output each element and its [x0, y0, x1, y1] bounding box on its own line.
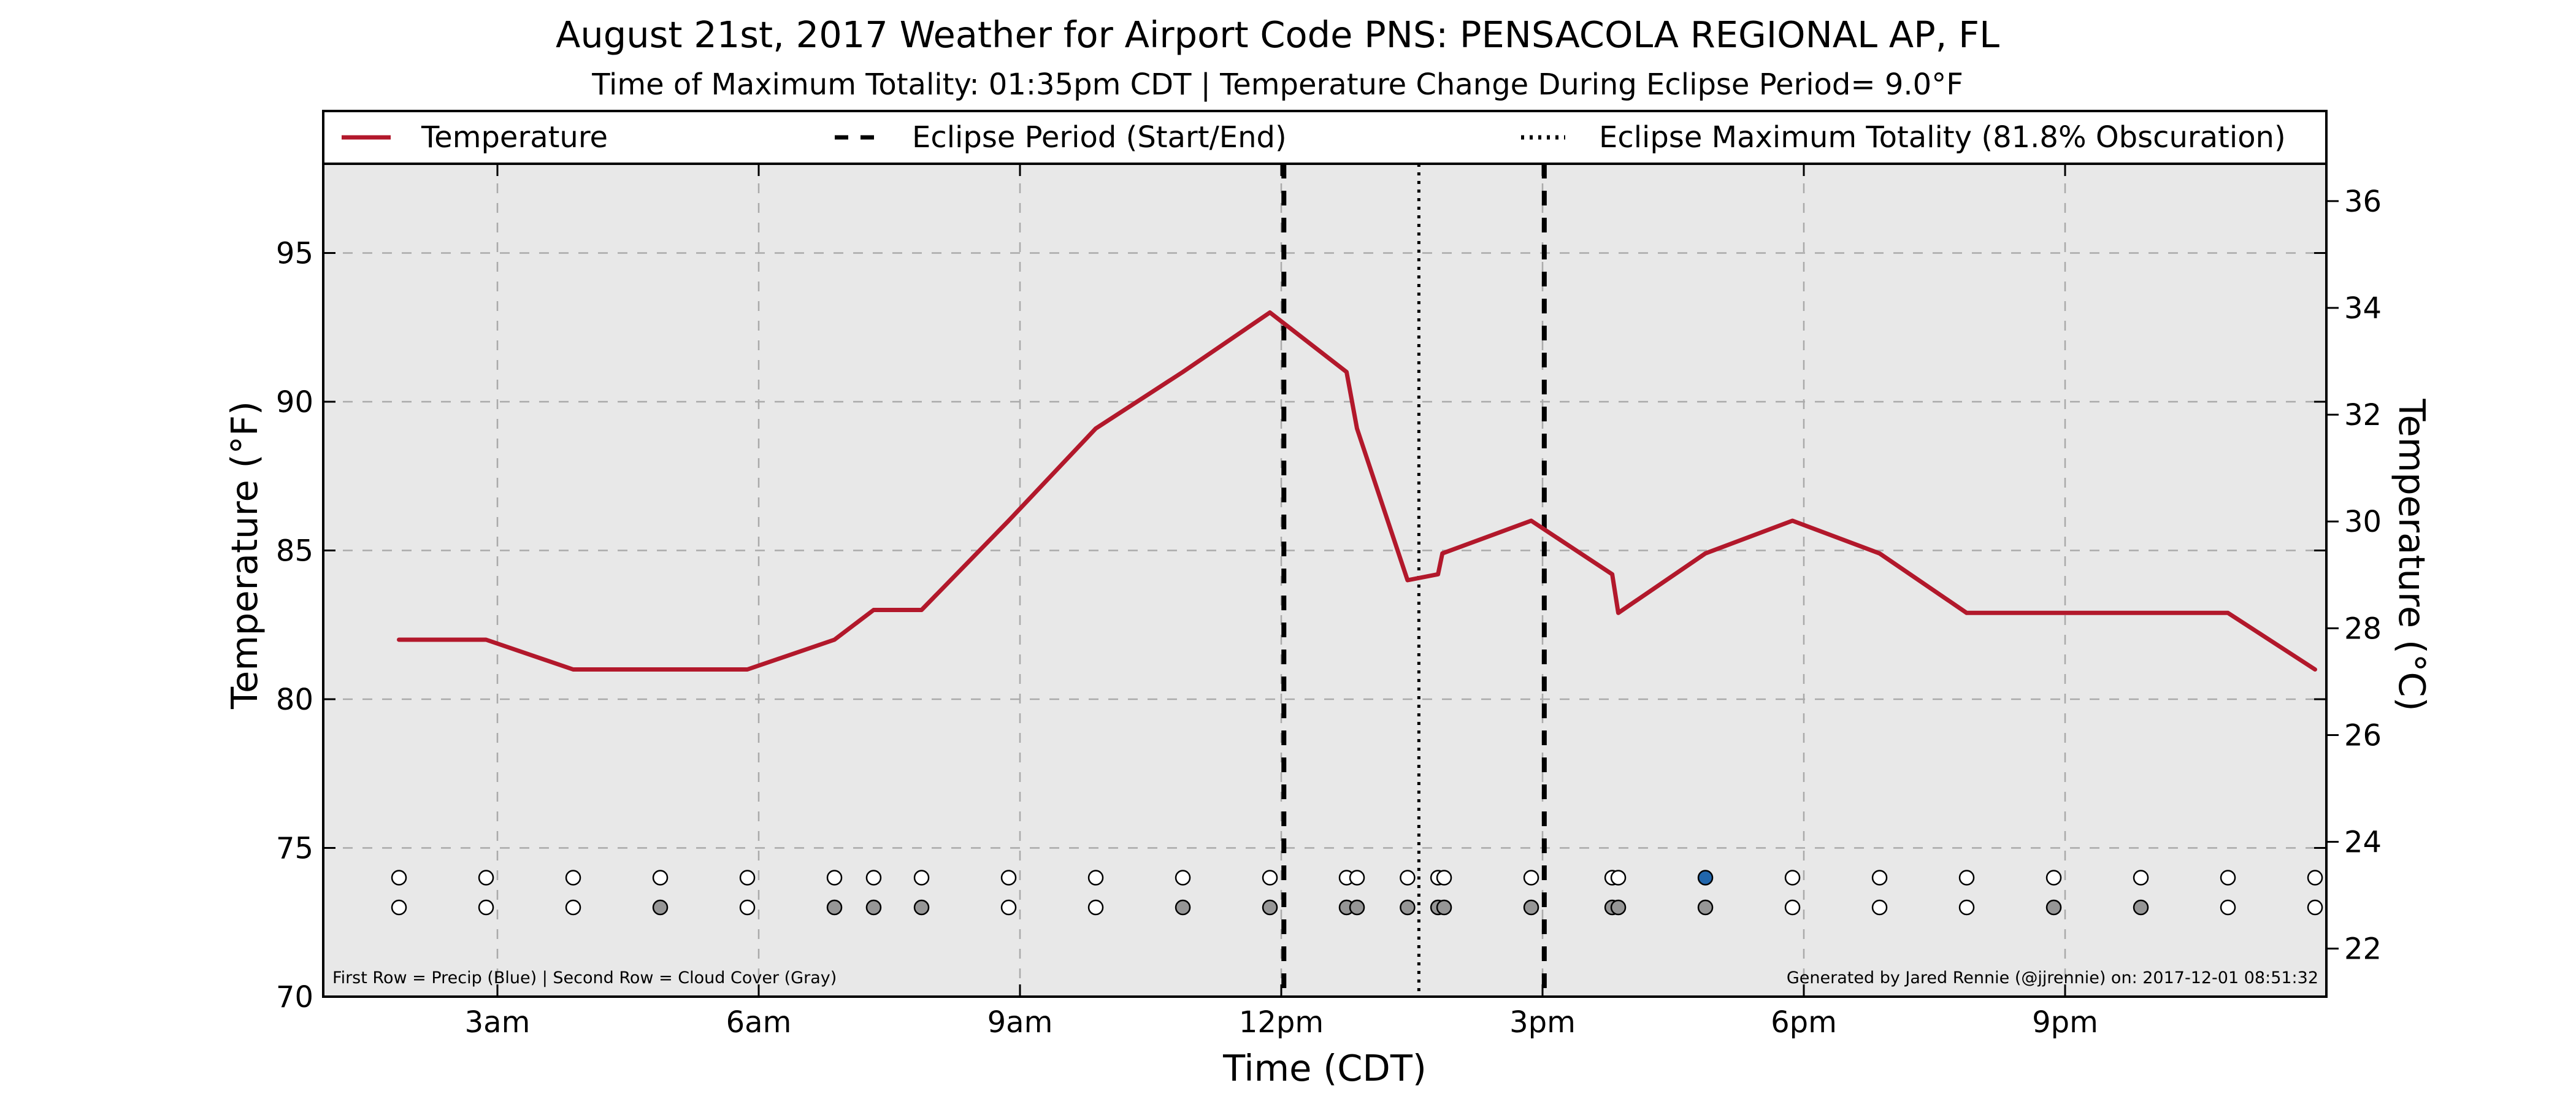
temperature-series — [397, 310, 2317, 672]
precip-marker — [1784, 870, 1801, 886]
precip-marker — [739, 870, 756, 886]
footnote-left: First Row = Precip (Blue) | Second Row =… — [332, 968, 837, 987]
precip-marker — [2133, 870, 2149, 886]
precip-marker — [1610, 870, 1627, 886]
cloud-cover-marker — [2307, 899, 2323, 916]
cloud-cover-marker — [1871, 899, 1888, 916]
precip-marker — [2307, 870, 2323, 886]
observation-rows — [391, 870, 2323, 916]
y-tick-label-right: 32 — [2344, 398, 2382, 432]
y-tick-label-left: 80 — [276, 683, 313, 717]
cloud-cover-marker — [1262, 899, 1278, 916]
cloud-cover-marker — [652, 899, 669, 916]
y-tick-label-right: 22 — [2344, 932, 2382, 967]
precip-marker — [652, 870, 669, 886]
x-tick-label: 3am — [465, 1005, 531, 1040]
precip-marker — [1262, 870, 1278, 886]
precip-marker — [1958, 870, 1975, 886]
chart-title: August 21st, 2017 Weather for Airport Co… — [556, 13, 1999, 56]
y-tick-label-left: 75 — [276, 832, 313, 866]
precip-marker — [478, 870, 494, 886]
legend-label-eclipse-period: Eclipse Period (Start/End) — [912, 120, 1287, 155]
x-tick-label: 9pm — [2032, 1005, 2098, 1040]
cloud-cover-marker — [1349, 899, 1365, 916]
precip-marker — [1523, 870, 1539, 886]
cloud-cover-marker — [739, 899, 756, 916]
precip-marker — [826, 870, 843, 886]
y-tick-label-right: 24 — [2344, 826, 2382, 860]
footnote-right: Generated by Jared Rennie (@jjrennie) on… — [1787, 968, 2318, 987]
y-tick-label-left: 85 — [276, 534, 313, 569]
precip-marker — [1349, 870, 1365, 886]
precip-marker — [1436, 870, 1452, 886]
y-axis-label-right: Temperature (°C) — [2391, 398, 2433, 711]
y-tick-label-right: 30 — [2344, 505, 2382, 539]
precip-marker — [391, 870, 407, 886]
cloud-cover-marker — [2133, 899, 2149, 916]
cloud-cover-marker — [2220, 899, 2236, 916]
x-axis: 3am 6am 9am 12pm 3pm 6pm 9pm — [465, 164, 2098, 1040]
chart-subtitle: Time of Maximum Totality: 01:35pm CDT | … — [591, 67, 1963, 102]
cloud-cover-marker — [1697, 899, 1714, 916]
precip-marker — [2220, 870, 2236, 886]
cloud-cover-marker — [1784, 899, 1801, 916]
cloud-cover-marker — [1436, 899, 1452, 916]
cloud-cover-marker — [913, 899, 930, 916]
precip-marker — [865, 870, 882, 886]
y-axis-left: 70 75 80 85 90 95 — [276, 237, 2326, 1014]
cloud-cover-marker — [1610, 899, 1627, 916]
precip-marker — [1697, 870, 1714, 886]
legend-box — [322, 110, 2328, 165]
y-tick-label-right: 26 — [2344, 718, 2382, 753]
x-tick-label: 3pm — [1509, 1005, 1576, 1040]
y-axis-label-left: Temperature (°F) — [223, 401, 266, 710]
cloud-cover-marker — [478, 899, 494, 916]
precip-marker — [1400, 870, 1416, 886]
x-tick-label: 6am — [726, 1005, 792, 1040]
y-tick-label-left: 90 — [276, 385, 313, 420]
cloud-cover-marker — [826, 899, 843, 916]
x-tick-label: 9am — [987, 1005, 1053, 1040]
legend-label-eclipse-max: Eclipse Maximum Totality (81.8% Obscurat… — [1599, 120, 2286, 155]
precip-marker — [1175, 870, 1191, 886]
x-tick-label: 6pm — [1771, 1005, 1837, 1040]
y-tick-label-right: 36 — [2344, 185, 2382, 219]
eclipse-lines — [1281, 164, 1547, 997]
cloud-cover-marker — [1400, 899, 1416, 916]
cloud-cover-marker — [1958, 899, 1975, 916]
precip-marker — [2045, 870, 2062, 886]
x-axis-label: Time (CDT) — [1222, 1047, 1427, 1089]
plot-area — [323, 164, 2326, 997]
precip-marker — [913, 870, 930, 886]
y-tick-label-right: 34 — [2344, 291, 2382, 326]
precip-marker — [1871, 870, 1888, 886]
y-axis-right: 22 24 26 28 30 32 34 36 — [2326, 185, 2382, 967]
y-tick-label-left: 95 — [276, 237, 313, 271]
cloud-cover-marker — [1175, 899, 1191, 916]
y-tick-label-left: 70 — [276, 980, 313, 1014]
precip-marker — [1000, 870, 1017, 886]
cloud-cover-marker — [865, 899, 882, 916]
cloud-cover-marker — [391, 899, 407, 916]
cloud-cover-marker — [2045, 899, 2062, 916]
cloud-cover-marker — [1000, 899, 1017, 916]
precip-marker — [1087, 870, 1104, 886]
cloud-cover-marker — [1523, 899, 1539, 916]
cloud-cover-marker — [565, 899, 581, 916]
temperature-line — [397, 310, 2317, 672]
cloud-cover-marker — [1087, 899, 1104, 916]
y-tick-label-right: 28 — [2344, 611, 2382, 646]
precip-marker — [565, 870, 581, 886]
grid — [323, 164, 2326, 997]
legend-label-temperature: Temperature — [421, 120, 608, 155]
x-tick-label: 12pm — [1239, 1005, 1324, 1040]
